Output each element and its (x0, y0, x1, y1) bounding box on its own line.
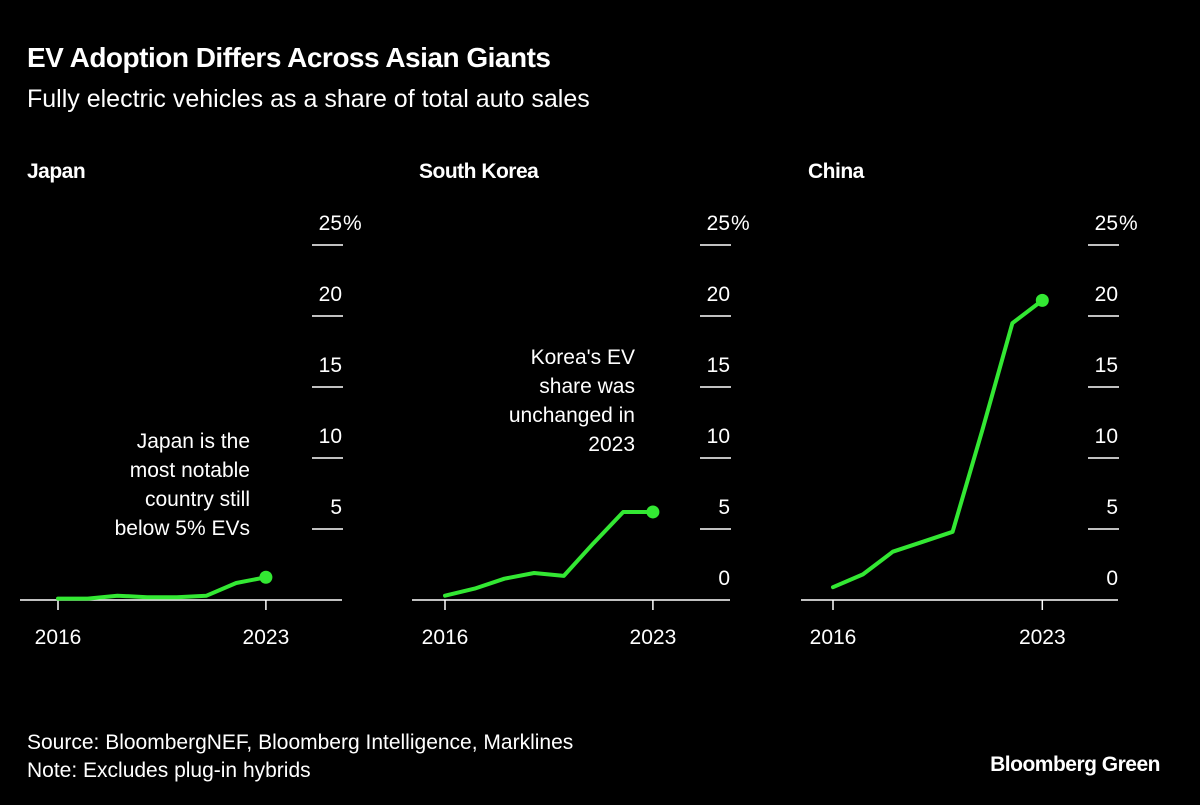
annotation-line: 2023 (588, 433, 635, 456)
y-tick-label: 20 (319, 283, 342, 306)
brand-logo: Bloomberg Green (990, 753, 1160, 776)
series-line (443, 510, 655, 598)
y-tick-label: 10 (1095, 425, 1118, 448)
annotation-line: Korea's EV (531, 346, 635, 369)
x-tick-label: 2016 (35, 626, 82, 649)
y-tick-label: 25 (1095, 212, 1118, 235)
annotation-line: Japan is the (137, 430, 250, 453)
panel-title: Japan (27, 160, 85, 183)
y-tick-label: 20 (1095, 283, 1118, 306)
y-tick-label: 15 (319, 354, 342, 377)
y-tick-label: 10 (707, 425, 730, 448)
panel-south-korea: South Korea 25 % 20 15 10 5 0 2016 2023 Korea's EV… (412, 160, 750, 649)
source-note: Source: BloombergNEF, Bloomberg Intellig… (27, 731, 573, 754)
x-tick-label: 2016 (810, 626, 857, 649)
y-tick-label: 15 (707, 354, 730, 377)
series-line (56, 575, 268, 601)
series-line (831, 298, 1045, 590)
y-unit-label: % (343, 212, 362, 235)
panel-title: China (808, 160, 865, 183)
y-unit-label: % (731, 212, 750, 235)
y-tick-label: 5 (718, 496, 730, 519)
y-tick-label: 25 (707, 212, 730, 235)
y-tick-label: 5 (1106, 496, 1118, 519)
panel-japan: Japan 25 % 20 15 10 5 2016 2023 Japan is the most … (20, 160, 362, 649)
endpoint-marker (1035, 293, 1049, 307)
panel-title: South Korea (419, 160, 539, 183)
annotation-line: country still (145, 488, 250, 511)
y-tick-label: 0 (1106, 567, 1118, 590)
y-tick-label: 20 (707, 283, 730, 306)
annotation-line: most notable (130, 459, 250, 482)
x-tick-label: 2023 (1019, 626, 1066, 649)
annotation-line: unchanged in (509, 404, 635, 427)
y-unit-label: % (1119, 212, 1138, 235)
endpoint-marker (646, 505, 660, 519)
panel-china: China 25 % 20 15 10 5 0 2016 2023 (801, 160, 1138, 649)
chart-title: EV Adoption Differs Across Asian Giants (27, 42, 550, 73)
x-tick-label: 2023 (243, 626, 290, 649)
y-tick-label: 0 (718, 567, 730, 590)
endpoint-marker (259, 570, 273, 584)
annotation-line: share was (539, 375, 635, 398)
chart-subtitle: Fully electric vehicles as a share of to… (27, 85, 590, 113)
y-tick-label: 10 (319, 425, 342, 448)
footnote: Note: Excludes plug-in hybrids (27, 759, 311, 782)
annotation-line: below 5% EVs (115, 517, 250, 540)
y-tick-label: 25 (319, 212, 342, 235)
y-tick-label: 5 (330, 496, 342, 519)
x-tick-label: 2016 (422, 626, 469, 649)
y-tick-label: 15 (1095, 354, 1118, 377)
x-tick-label: 2023 (630, 626, 677, 649)
